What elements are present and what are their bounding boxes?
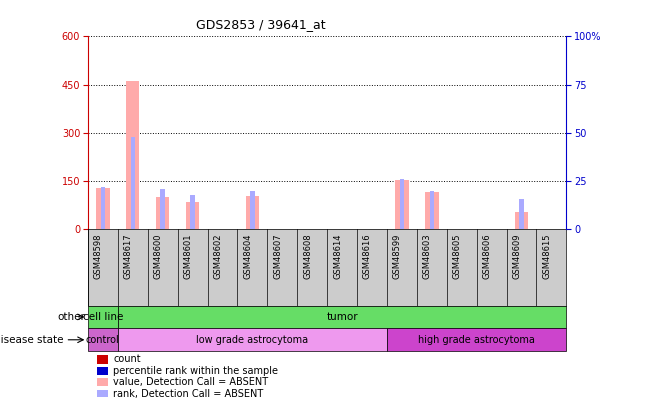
Text: count: count — [113, 354, 141, 364]
Text: tumor: tumor — [326, 312, 358, 322]
Text: GSM48614: GSM48614 — [333, 233, 342, 279]
Text: GSM48615: GSM48615 — [542, 233, 551, 279]
Bar — [126, 81, 139, 229]
Text: other: other — [57, 312, 85, 322]
Bar — [98, 355, 108, 364]
Text: GSM48609: GSM48609 — [512, 233, 521, 279]
Bar — [430, 191, 434, 229]
Bar — [88, 328, 118, 351]
Bar — [101, 187, 105, 229]
Text: GSM48601: GSM48601 — [184, 233, 193, 279]
Text: GSM48606: GSM48606 — [482, 233, 492, 279]
Bar — [425, 192, 439, 229]
Text: GSM48617: GSM48617 — [124, 233, 133, 279]
Text: GSM48605: GSM48605 — [452, 233, 462, 279]
Text: GSM48608: GSM48608 — [303, 233, 312, 279]
Text: low grade astrocytoma: low grade astrocytoma — [197, 335, 309, 345]
Text: value, Detection Call = ABSENT: value, Detection Call = ABSENT — [113, 377, 268, 387]
Text: GSM48603: GSM48603 — [422, 233, 432, 279]
Bar — [96, 188, 109, 229]
Bar — [245, 196, 259, 229]
Text: GSM48607: GSM48607 — [273, 233, 283, 279]
Text: cell line: cell line — [83, 312, 123, 322]
Bar — [515, 212, 528, 229]
Bar — [98, 367, 108, 375]
Bar — [130, 137, 135, 229]
Text: disease state: disease state — [0, 335, 64, 345]
Bar — [400, 179, 404, 229]
Bar — [250, 191, 255, 229]
Text: GSM48602: GSM48602 — [214, 233, 223, 279]
Text: GSM48604: GSM48604 — [243, 233, 253, 279]
Bar — [98, 390, 108, 398]
Text: GSM48600: GSM48600 — [154, 233, 163, 279]
Text: GSM48599: GSM48599 — [393, 233, 402, 279]
Bar — [186, 202, 199, 229]
Bar — [118, 328, 387, 351]
Bar — [88, 305, 118, 328]
Bar — [98, 378, 108, 386]
Text: GSM48598: GSM48598 — [94, 233, 103, 279]
Bar — [395, 179, 409, 229]
Text: percentile rank within the sample: percentile rank within the sample — [113, 366, 278, 376]
Text: high grade astrocytoma: high grade astrocytoma — [418, 335, 535, 345]
Bar — [160, 189, 165, 229]
Text: rank, Detection Call = ABSENT: rank, Detection Call = ABSENT — [113, 389, 264, 399]
Text: GDS2853 / 39641_at: GDS2853 / 39641_at — [195, 18, 326, 31]
Text: control: control — [86, 335, 120, 345]
Bar — [156, 197, 169, 229]
Bar — [190, 195, 195, 229]
Text: GSM48616: GSM48616 — [363, 233, 372, 279]
Bar — [387, 328, 566, 351]
Bar — [519, 198, 524, 229]
